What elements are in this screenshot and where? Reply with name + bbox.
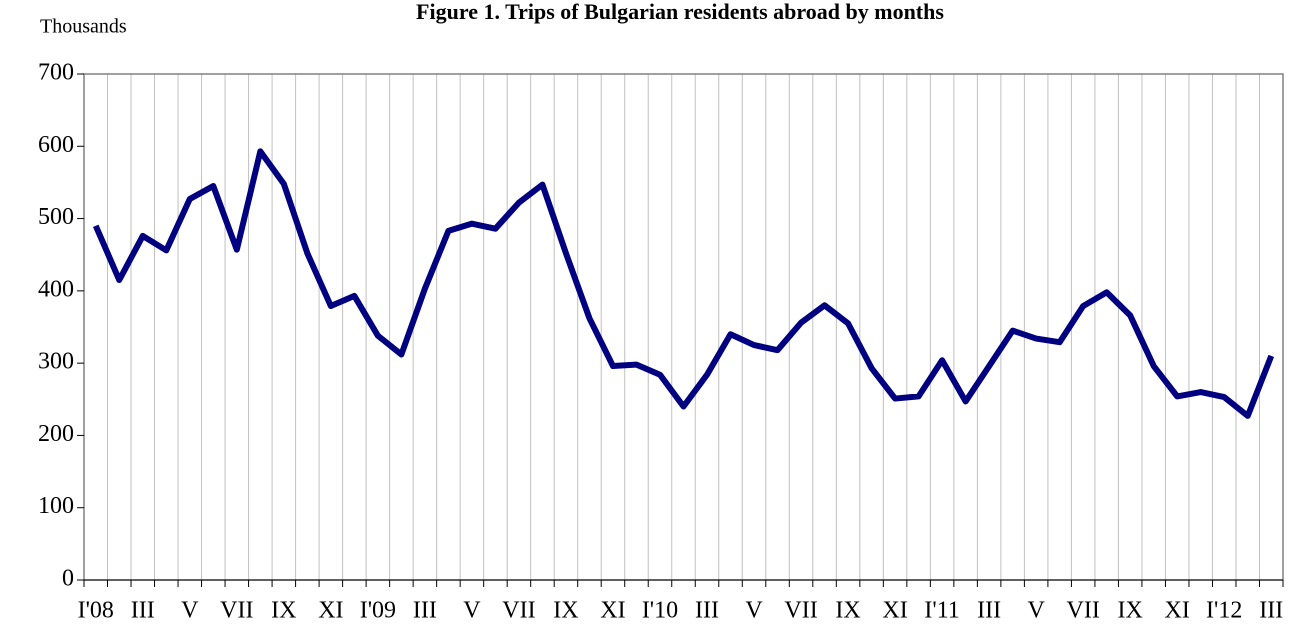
x-tick-label: IX [271,598,296,624]
plot-frame [83,73,1284,581]
x-tick-label: V [463,598,481,624]
x-tick-label: V [745,598,763,624]
x-tick-label: III [695,598,719,624]
x-tick-label: IX [553,598,578,624]
x-tick-label: VII [784,598,817,624]
x-tick-label: V [181,598,199,624]
x-tick-label: XI [1165,598,1190,624]
x-tick-label: VII [220,598,253,624]
x-tick-label: I'09 [360,598,396,624]
y-tick-label: 600 [38,132,74,158]
x-tick-label: I'11 [924,598,959,624]
x-tick-label: XI [318,598,343,624]
y-tick-label: 200 [38,421,74,447]
x-tick-label: V [1027,598,1045,624]
x-tick-label: VII [1067,598,1100,624]
x-tick-label: I'08 [78,598,114,624]
y-tick-label: 700 [38,60,74,86]
chart-title: Figure 1. Trips of Bulgarian residents a… [416,0,944,24]
x-tick-label: XI [600,598,625,624]
data-line [92,148,1275,419]
y-tick-label: 0 [62,566,74,592]
x-tick-label: I'10 [642,598,678,624]
y-tick-label: 400 [38,276,74,302]
y-tick-label: 100 [38,493,74,519]
y-tick-label: 500 [38,204,74,230]
x-tick-label: III [977,598,1001,624]
x-tick-label: I'12 [1206,598,1242,624]
x-tick-label: IX [835,598,860,624]
x-tick-label: III [131,598,155,624]
y-tick-label: 300 [38,349,74,375]
y-axis-label: Thousands [40,16,127,38]
x-tick-label: VII [502,598,535,624]
x-tick-label: III [413,598,437,624]
x-tick-label: IX [1118,598,1143,624]
x-tick-label: III [1259,598,1283,624]
x-tick-label: XI [882,598,907,624]
